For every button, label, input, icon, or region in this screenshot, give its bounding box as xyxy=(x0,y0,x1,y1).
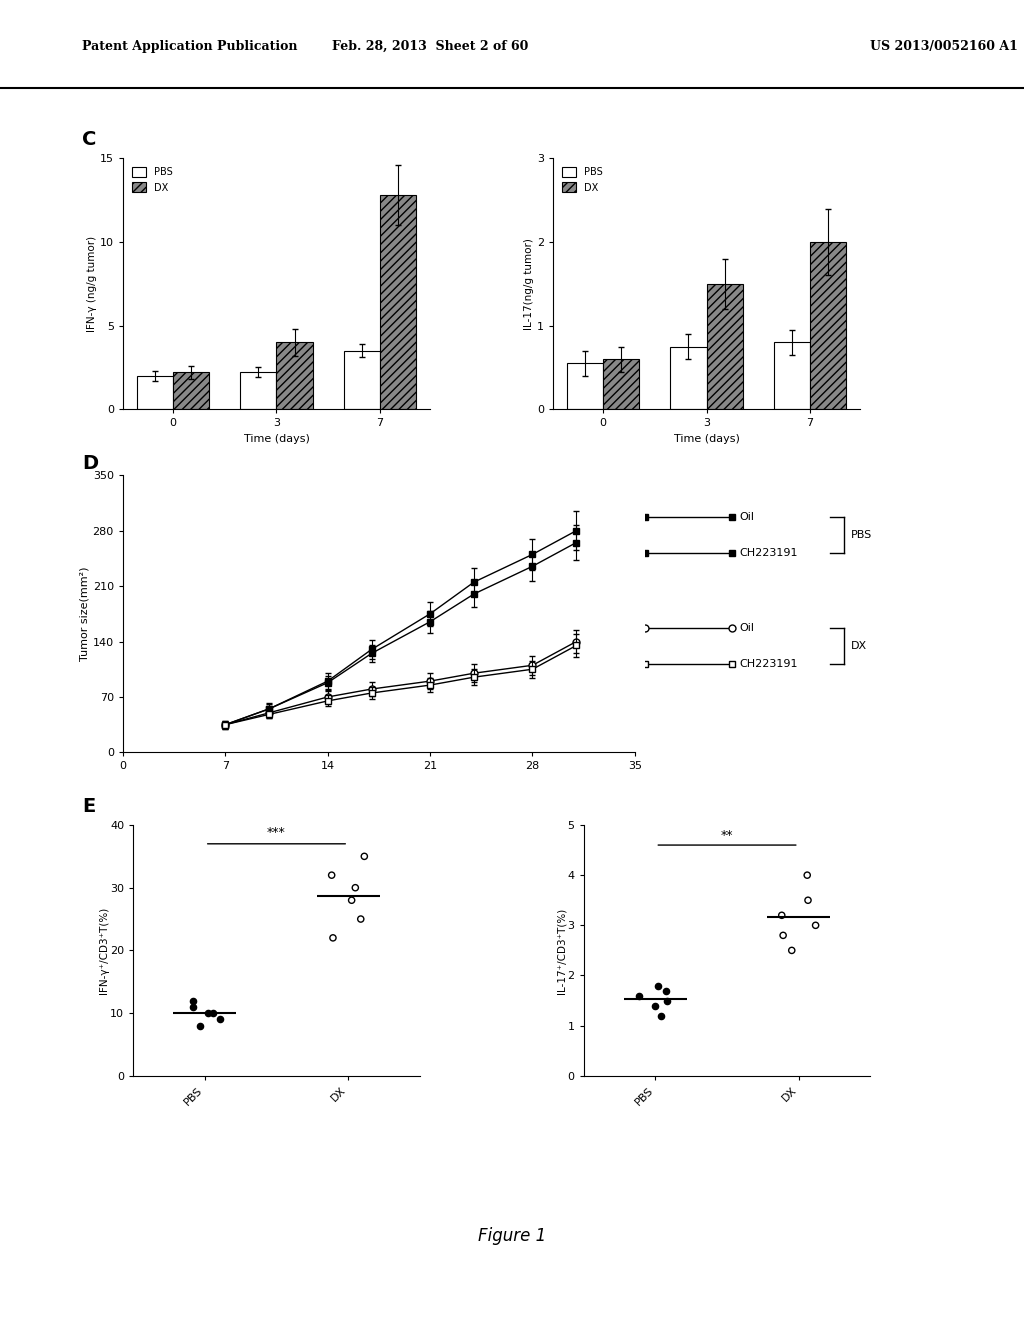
Text: Oil: Oil xyxy=(739,512,754,521)
Text: Feb. 28, 2013  Sheet 2 of 60: Feb. 28, 2013 Sheet 2 of 60 xyxy=(332,40,528,53)
Oil PBS xyxy=(468,574,480,590)
Legend: PBS, DX: PBS, DX xyxy=(128,164,176,197)
Point xyxy=(799,865,815,886)
Y-axis label: IL-17(ng/g tumor): IL-17(ng/g tumor) xyxy=(524,238,535,330)
CH PBS xyxy=(526,558,539,574)
Bar xyxy=(241,372,276,409)
Text: **: ** xyxy=(721,829,733,842)
Y-axis label: IL-17⁺/CD3⁺T(%): IL-17⁺/CD3⁺T(%) xyxy=(556,907,566,994)
Bar xyxy=(137,376,173,409)
Oil DX xyxy=(366,681,378,697)
Point xyxy=(800,890,816,911)
Oil PBS xyxy=(322,673,334,689)
CH PBS xyxy=(219,717,231,733)
Point xyxy=(193,1015,209,1036)
Point xyxy=(775,925,792,946)
Bar xyxy=(344,351,380,409)
Oil PBS xyxy=(263,701,275,717)
Text: Oil: Oil xyxy=(739,623,754,632)
Y-axis label: Tumor size(mm²): Tumor size(mm²) xyxy=(80,566,90,661)
Point xyxy=(773,904,790,925)
Line: Oil DX: Oil DX xyxy=(222,638,580,729)
Oil DX xyxy=(219,717,231,733)
Text: DX: DX xyxy=(851,640,866,651)
CH PBS xyxy=(424,614,436,630)
Oil PBS xyxy=(570,523,583,539)
Text: US 2013/0052160 A1: US 2013/0052160 A1 xyxy=(870,40,1018,53)
Text: Figure 1: Figure 1 xyxy=(478,1226,546,1245)
Text: E: E xyxy=(82,797,95,816)
Point xyxy=(657,979,674,1001)
CH DX xyxy=(219,717,231,733)
Bar xyxy=(810,242,846,409)
Point xyxy=(184,997,201,1018)
Point xyxy=(325,927,341,948)
Bar xyxy=(276,342,312,409)
Bar xyxy=(707,284,742,409)
Text: C: C xyxy=(82,131,96,149)
Text: ***: *** xyxy=(267,826,286,838)
Point xyxy=(200,1003,216,1024)
Point xyxy=(205,1003,221,1024)
Line: CH PBS: CH PBS xyxy=(222,539,580,729)
X-axis label: Time (days): Time (days) xyxy=(674,434,739,444)
CH DX xyxy=(468,669,480,685)
Oil DX xyxy=(322,689,334,705)
Oil DX xyxy=(570,634,583,649)
CH PBS xyxy=(322,675,334,690)
CH DX xyxy=(366,685,378,701)
Point xyxy=(352,908,369,929)
Point xyxy=(324,865,340,886)
CH PBS xyxy=(366,645,378,661)
Bar xyxy=(567,363,603,409)
Oil PBS xyxy=(424,606,436,622)
Oil DX xyxy=(468,665,480,681)
CH PBS xyxy=(570,535,583,550)
Oil PBS xyxy=(366,642,378,657)
Bar xyxy=(380,195,416,409)
CH DX xyxy=(322,693,334,709)
Point xyxy=(343,890,359,911)
Legend: PBS, DX: PBS, DX xyxy=(558,164,606,197)
Point xyxy=(653,1005,670,1026)
Text: D: D xyxy=(82,454,98,473)
Line: Oil PBS: Oil PBS xyxy=(222,527,580,729)
Point xyxy=(783,940,800,961)
Bar xyxy=(774,342,810,409)
Text: Patent Application Publication: Patent Application Publication xyxy=(82,40,297,53)
Bar xyxy=(603,359,639,409)
Line: CH DX: CH DX xyxy=(222,642,580,729)
CH DX xyxy=(263,706,275,722)
CH DX xyxy=(526,661,539,677)
Oil DX xyxy=(526,657,539,673)
Oil PBS xyxy=(526,546,539,562)
Point xyxy=(807,915,823,936)
Bar xyxy=(173,372,209,409)
Oil PBS xyxy=(219,717,231,733)
Y-axis label: IFN-γ (ng/g tumor): IFN-γ (ng/g tumor) xyxy=(87,236,97,331)
Y-axis label: IFN-γ⁺/CD3⁺T(%): IFN-γ⁺/CD3⁺T(%) xyxy=(98,907,109,994)
Point xyxy=(347,876,364,898)
CH PBS xyxy=(468,586,480,602)
Text: PBS: PBS xyxy=(851,529,871,540)
Point xyxy=(649,975,666,997)
Point xyxy=(631,985,647,1006)
Bar xyxy=(671,346,707,409)
CH PBS xyxy=(263,701,275,717)
Text: CH223191: CH223191 xyxy=(739,548,798,558)
Point xyxy=(212,1008,228,1030)
Point xyxy=(356,846,373,867)
Point xyxy=(647,995,664,1016)
CH DX xyxy=(570,638,583,653)
Text: CH223191: CH223191 xyxy=(739,659,798,669)
X-axis label: Time (days): Time (days) xyxy=(244,434,309,444)
CH DX xyxy=(424,677,436,693)
Oil DX xyxy=(263,705,275,721)
Oil DX xyxy=(424,673,436,689)
Point xyxy=(184,990,201,1011)
Point xyxy=(658,990,675,1011)
